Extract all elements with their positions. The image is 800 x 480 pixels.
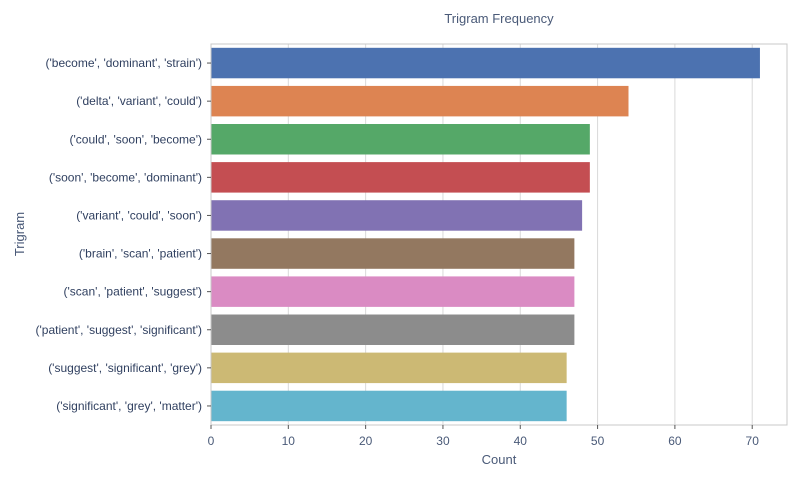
category-label: ('patient', 'suggest', 'significant') bbox=[36, 323, 203, 337]
x-axis-label: Count bbox=[482, 452, 517, 467]
bar bbox=[211, 276, 575, 307]
y-axis-categories: ('become', 'dominant', 'strain') ('delta'… bbox=[36, 56, 211, 413]
x-tick-label: 0 bbox=[208, 434, 215, 448]
x-tick-label: 10 bbox=[282, 434, 296, 448]
bar bbox=[211, 352, 567, 384]
bar bbox=[211, 200, 583, 231]
bar bbox=[211, 390, 567, 422]
category-label: ('become', 'dominant', 'strain') bbox=[46, 56, 202, 70]
x-axis-ticks: 0 10 20 30 40 50 60 70 bbox=[208, 425, 760, 448]
x-tick-label: 20 bbox=[359, 434, 373, 448]
category-label: ('soon', 'become', 'dominant') bbox=[49, 170, 202, 184]
bar bbox=[211, 47, 760, 79]
bar bbox=[211, 314, 575, 345]
x-tick-label: 30 bbox=[436, 434, 450, 448]
category-label: ('delta', 'variant', 'could') bbox=[76, 94, 202, 108]
bars bbox=[211, 47, 760, 422]
x-tick-label: 50 bbox=[591, 434, 605, 448]
category-label: ('significant', 'grey', 'matter') bbox=[56, 399, 202, 413]
category-label: ('suggest', 'significant', 'grey') bbox=[48, 361, 202, 375]
plot-frame bbox=[210, 43, 788, 426]
bar bbox=[211, 238, 575, 269]
category-label: ('could', 'soon', 'become') bbox=[70, 132, 202, 146]
category-label: ('scan', 'patient', 'suggest') bbox=[64, 285, 202, 299]
bar bbox=[211, 162, 590, 193]
x-tick-label: 70 bbox=[746, 434, 760, 448]
category-label: ('variant', 'could', 'soon') bbox=[76, 208, 202, 222]
bar bbox=[211, 124, 590, 155]
category-label: ('brain', 'scan', 'patient') bbox=[79, 247, 202, 261]
x-tick-label: 60 bbox=[668, 434, 682, 448]
bar bbox=[211, 85, 629, 117]
x-tick-label: 40 bbox=[514, 434, 528, 448]
y-axis-label: Trigram bbox=[12, 212, 27, 256]
chart-title: Trigram Frequency bbox=[444, 11, 554, 26]
